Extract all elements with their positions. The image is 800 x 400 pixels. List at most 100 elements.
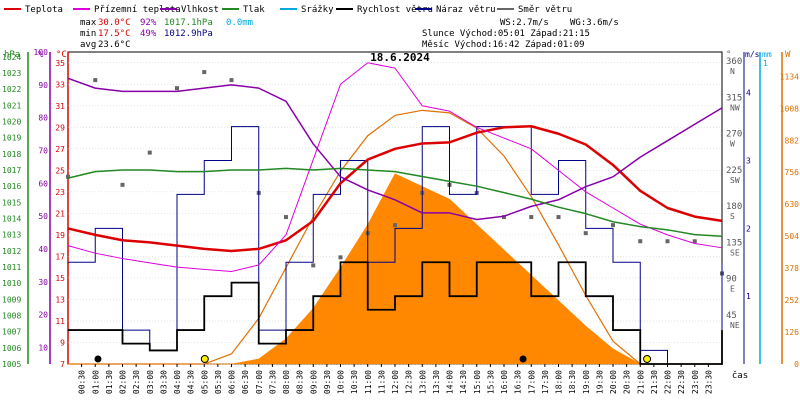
temperature-tick-11: 13 <box>55 295 65 304</box>
legend-label-4: Srážky <box>301 5 334 15</box>
stat-max-press: 1017.1hPa <box>164 18 213 28</box>
solar-tick-5: 504 <box>785 232 800 241</box>
stat-min-hum: 49% <box>140 29 157 39</box>
wind-speed-line <box>68 261 723 365</box>
time-tick-1: 01:00 <box>91 370 100 394</box>
solar-tick-7: 252 <box>785 296 800 305</box>
stat-min-label: min <box>80 29 96 39</box>
direction-dir-1: NW <box>730 103 740 112</box>
time-tick-4: 02:30 <box>132 370 141 394</box>
time-tick-19: 10:00 <box>337 370 346 394</box>
temperature-tick-2: 31 <box>55 102 65 111</box>
time-tick-11: 06:00 <box>228 370 237 394</box>
direction-dir-7: NE <box>730 321 740 330</box>
time-tick-44: 22:30 <box>677 370 686 394</box>
time-tick-30: 15:30 <box>486 370 495 394</box>
sunrise-marker <box>200 355 209 363</box>
unit-pct: % <box>38 50 44 60</box>
stat-sun: Slunce Východ:05:01 Západ:21:15 <box>422 29 590 39</box>
wind-direction-point <box>311 263 316 268</box>
unit-w: W <box>785 50 791 60</box>
legend-label-2: Vlhkost <box>181 5 219 15</box>
time-tick-16: 08:30 <box>296 370 305 394</box>
direction-dir-3: SW <box>730 176 740 185</box>
time-tick-31: 16:00 <box>500 370 509 394</box>
time-tick-17: 09:00 <box>309 370 318 394</box>
stat-min-press: 1012.9hPa <box>164 29 213 39</box>
time-tick-37: 19:00 <box>582 370 591 394</box>
legend-label-5: Rychlost větru <box>357 5 433 15</box>
humidity-tick-5: 50 <box>38 212 48 221</box>
wind-tick-2: 2 <box>746 224 751 233</box>
direction-dir-6: E <box>730 285 735 294</box>
wind-tick-3: 1 <box>746 292 751 301</box>
stat-max-hum: 92% <box>140 18 157 28</box>
humidity-tick-1: 90 <box>38 81 48 90</box>
rain-tick: 1 <box>763 59 768 68</box>
sunset-marker <box>643 355 652 363</box>
pressure-tick-18: 1006 <box>2 344 21 353</box>
wind-direction-point <box>502 215 506 220</box>
series-line-3 <box>67 167 723 238</box>
time-tick-27: 14:00 <box>446 370 455 394</box>
time-tick-15: 08:00 <box>282 370 291 394</box>
unit-hpa: hPa <box>4 50 20 60</box>
temperature-tick-12: 11 <box>55 317 65 326</box>
wind-direction-point <box>583 231 588 236</box>
pressure-tick-0: 1024 <box>2 53 21 62</box>
time-tick-3: 02:00 <box>119 370 128 394</box>
direction-deg-1: 315 <box>726 93 742 103</box>
humidity-tick-8: 20 <box>38 311 48 320</box>
wind-direction-point <box>284 215 288 220</box>
legend-label-6: Náraz větru <box>436 5 496 15</box>
time-tick-45: 23:00 <box>691 370 700 394</box>
time-tick-24: 12:30 <box>405 370 414 394</box>
direction-deg-0: 360 <box>726 57 742 67</box>
stat-ws: WS:2.7m/s <box>500 18 549 28</box>
solar-radiation-area <box>68 173 722 365</box>
time-tick-38: 19:30 <box>595 370 604 394</box>
wind-direction-point <box>229 78 234 83</box>
time-tick-29: 15:00 <box>473 370 482 394</box>
series-line-0 <box>67 124 723 253</box>
stat-max-rain: 0.0mm <box>226 18 253 28</box>
pressure-tick-14: 1010 <box>2 279 21 288</box>
pressure-tick-1: 1023 <box>2 69 21 78</box>
temperature-tick-3: 29 <box>55 123 65 132</box>
temperature-tick-8: 19 <box>55 231 65 240</box>
wind-direction-point <box>202 70 207 75</box>
time-tick-0: 00:30 <box>78 370 87 394</box>
stat-max-temp: 30.0°C <box>98 18 131 28</box>
humidity-tick-7: 30 <box>38 278 48 287</box>
time-tick-39: 20:00 <box>609 370 618 394</box>
pressure-tick-19: 1005 <box>2 360 21 369</box>
unit-mm: mm <box>762 50 772 59</box>
chart-title: 18.6.2024 <box>370 51 430 64</box>
pressure-tick-11: 1013 <box>2 231 21 240</box>
solar-tick-2: 882 <box>785 136 800 145</box>
wind-direction-point <box>692 239 697 244</box>
humidity-tick-4: 60 <box>38 179 48 188</box>
time-tick-8: 04:30 <box>187 370 196 394</box>
moonrise-marker <box>519 355 527 363</box>
pressure-tick-2: 1022 <box>2 85 21 94</box>
pressure-tick-4: 1020 <box>2 118 21 127</box>
time-tick-33: 17:00 <box>527 370 536 394</box>
series-line-1 <box>67 62 723 272</box>
time-tick-6: 03:30 <box>159 370 168 394</box>
direction-dir-4: S <box>730 212 735 221</box>
temperature-tick-0: 35 <box>55 59 65 68</box>
stat-min-temp: 17.5°C <box>98 29 131 39</box>
unit-temp: °C <box>56 50 67 60</box>
time-tick-32: 16:30 <box>514 370 523 394</box>
stat-max-label: max <box>80 18 97 28</box>
solar-tick-4: 630 <box>785 200 800 209</box>
pressure-tick-3: 1021 <box>2 101 21 110</box>
pressure-tick-12: 1012 <box>2 247 21 256</box>
legend-label-3: Tlak <box>243 5 265 15</box>
wind-direction-point <box>638 239 643 244</box>
pressure-tick-10: 1014 <box>2 215 21 224</box>
solar-tick-8: 126 <box>785 328 800 337</box>
direction-deg-6: 90 <box>726 275 737 285</box>
